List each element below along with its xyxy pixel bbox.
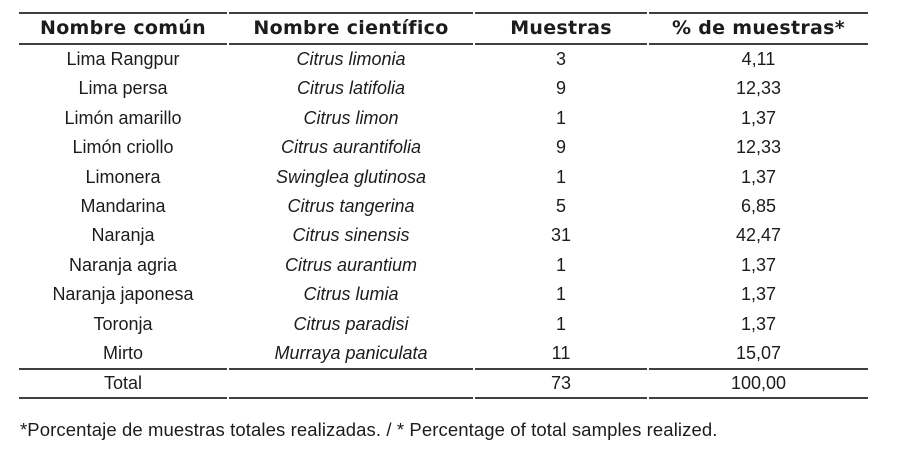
cell-scientific-name: Citrus aurantium (284, 254, 418, 275)
cell-samples: 9 (555, 78, 566, 99)
cell-percent: 1,37 (740, 313, 777, 334)
cell-samples: 3 (555, 49, 566, 69)
cell-scientific-name: Citrus aurantifolia (280, 137, 422, 158)
table-row: Limonera Swinglea glutinosa 1 1,37 (19, 163, 868, 192)
cell-common-name: Naranja japonesa (52, 284, 194, 305)
total-scientific-empty (229, 370, 473, 400)
column-header-percent-samples: % de muestras* (649, 12, 868, 45)
cell-samples: 1 (555, 313, 566, 334)
table-row: Mirto Murraya paniculata 11 15,07 (19, 339, 868, 371)
cell-scientific-name: Citrus lumia (303, 284, 399, 305)
cell-common-name: Naranja agria (68, 254, 178, 275)
column-header-common-name: Nombre común (19, 12, 227, 45)
table-header: Nombre común Nombre científico Muestras … (19, 12, 868, 45)
header-row: Nombre común Nombre científico Muestras … (19, 12, 868, 45)
cell-scientific-name: Citrus tangerina (287, 196, 415, 217)
table-row: Limón criollo Citrus aurantifolia 9 12,33 (19, 133, 868, 162)
cell-samples: 1 (555, 107, 566, 128)
column-header-samples: Muestras (475, 12, 647, 45)
cell-percent: 1,37 (740, 166, 777, 187)
cell-common-name: Limón amarillo (64, 107, 182, 128)
cell-common-name: Lima persa (78, 78, 168, 99)
table-row: Lima persa Citrus latifolia 9 12,33 (19, 74, 868, 103)
cell-percent: 15,07 (649, 339, 868, 371)
table-row: Limón amarillo Citrus limon 1 1,37 (19, 104, 868, 133)
total-percent: 100,00 (649, 370, 868, 400)
cell-percent: 42,47 (735, 225, 782, 246)
column-header-scientific-name: Nombre científico (229, 12, 473, 45)
cell-scientific-name: Citrus sinensis (292, 225, 410, 246)
cell-scientific-name: Swinglea glutinosa (275, 166, 427, 187)
cell-scientific-name: Citrus limon (303, 107, 399, 128)
cell-samples: 1 (555, 254, 566, 275)
total-label: Total (19, 370, 227, 400)
cell-percent: 12,33 (735, 137, 782, 158)
cell-percent: 12,33 (735, 78, 782, 99)
cell-common-name: Mandarina (80, 196, 166, 217)
cell-scientific-name: Citrus limonia (296, 49, 406, 69)
footnote: *Porcentaje de muestras totales realizad… (20, 419, 718, 440)
cell-scientific-name: Murraya paniculata (229, 339, 473, 371)
cell-samples: 9 (555, 137, 566, 158)
table-body: Lima Rangpur Citrus limonia 3 4,11 Lima pers… (19, 45, 868, 371)
cell-common-name: Mirto (19, 339, 227, 371)
cell-percent: 1,37 (740, 254, 777, 275)
cell-percent: 4,11 (741, 49, 776, 69)
cell-samples: 1 (555, 284, 566, 305)
table-row: Naranja Citrus sinensis 31 42,47 (19, 221, 868, 250)
table-row: Toronja Citrus paradisi 1 1,37 (19, 310, 868, 339)
table-row: Naranja agria Citrus aurantium 1 1,37 (19, 251, 868, 280)
total-samples: 73 (475, 370, 647, 400)
cell-samples: 5 (555, 196, 566, 217)
cell-samples: 31 (550, 225, 572, 246)
cell-common-name: Lima Rangpur (66, 49, 180, 69)
cell-scientific-name: Citrus latifolia (296, 78, 406, 99)
cell-scientific-name: Citrus paradisi (293, 313, 409, 334)
table-footer: Total 73 100,00 (19, 370, 868, 400)
cell-percent: 6,85 (740, 196, 777, 217)
total-row: Total 73 100,00 (19, 370, 868, 400)
cell-percent: 1,37 (740, 284, 777, 305)
cell-common-name: Limón criollo (72, 137, 174, 158)
table-row: Lima Rangpur Citrus limonia 3 4,11 (19, 45, 868, 74)
table-row: Mandarina Citrus tangerina 5 6,85 (19, 192, 868, 221)
cell-common-name: Naranja (91, 225, 155, 246)
cell-samples: 1 (555, 166, 566, 187)
cell-samples: 11 (475, 339, 647, 371)
table-row: Naranja japonesa Citrus lumia 1 1,37 (19, 280, 868, 309)
cell-common-name: Limonera (85, 166, 161, 187)
samples-table: Nombre común Nombre científico Muestras … (17, 12, 870, 400)
cell-percent: 1,37 (740, 107, 777, 128)
cell-common-name: Toronja (93, 313, 153, 334)
